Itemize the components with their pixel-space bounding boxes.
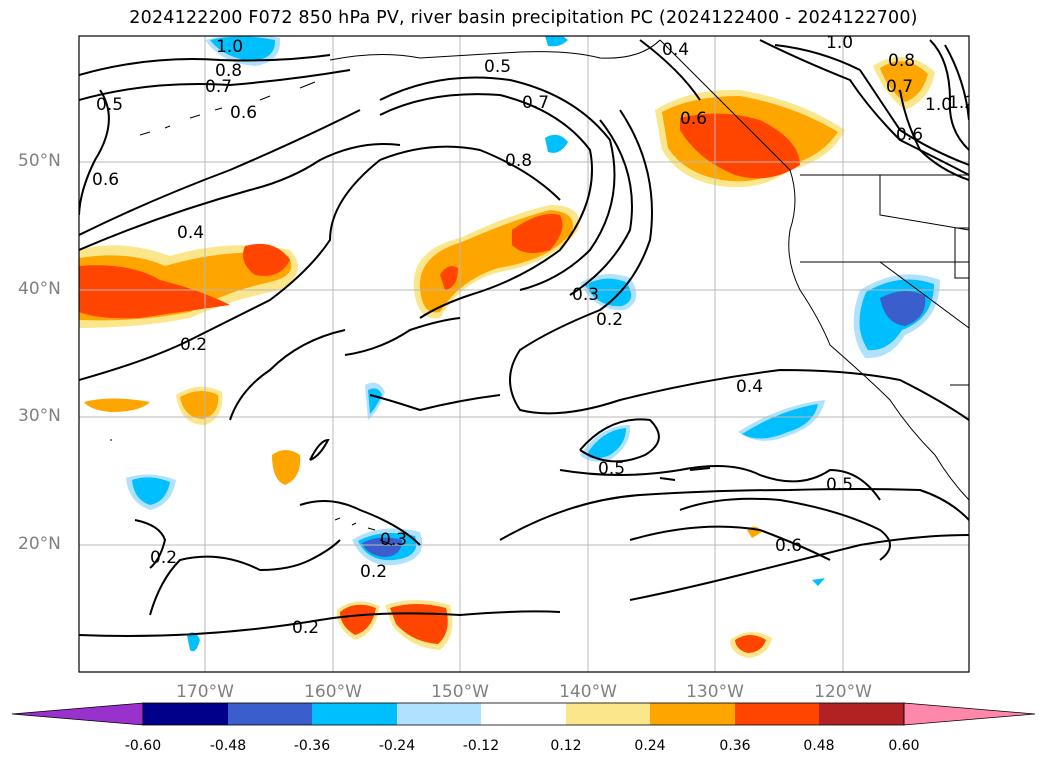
contour-label: 0.5 xyxy=(484,57,511,77)
colorbar-tick-label: -0.36 xyxy=(293,738,331,754)
colorbar-tick-label: -0.48 xyxy=(209,738,247,754)
contour-label: 1.0 xyxy=(216,37,243,57)
colorbar-min-extend xyxy=(11,702,144,726)
contour-label: 0.6 xyxy=(896,125,923,145)
gridlines xyxy=(79,36,969,672)
pv-contours xyxy=(79,39,969,637)
lat-label-20n: 20°N xyxy=(18,534,61,554)
contour-label: 0.3 xyxy=(380,530,407,550)
colorbar-bin xyxy=(735,703,819,725)
contour-label: 0.8 xyxy=(888,51,915,71)
colorbar-bin xyxy=(143,703,228,725)
colorbar-max-extend xyxy=(903,702,1036,726)
contour-label: 0.7 xyxy=(522,93,549,113)
contour-label: 0.5 xyxy=(826,475,853,495)
colorbar-bin xyxy=(566,703,650,725)
contour-label: 0.2 xyxy=(150,548,177,568)
colorbar-tick-label: 0.60 xyxy=(888,738,920,754)
map-title: 2024122200 F072 850 hPa PV, river basin … xyxy=(129,8,918,28)
contour-label: 0.2 xyxy=(180,335,207,355)
colorbar-bin xyxy=(650,703,735,725)
lon-label-130w: 130°W xyxy=(686,682,744,702)
contour-label: 0.8 xyxy=(215,61,242,81)
colorbar-tick-label: -0.12 xyxy=(462,738,500,754)
colorbar-tick-label: 0.24 xyxy=(634,738,666,754)
colorbar-tick-label: 0.12 xyxy=(550,738,582,754)
contour-labels: 1.0 0.8 0.7 0.6 0.5 0.6 0.4 0.5 0.7 0.8 … xyxy=(92,33,975,638)
colorbar-bin xyxy=(228,703,312,725)
lon-label-140w: 140°W xyxy=(559,682,617,702)
colorbar-bin xyxy=(481,703,566,725)
contour-label: 1.0 xyxy=(925,95,952,115)
map-frame xyxy=(78,35,970,673)
contour-label: 0.4 xyxy=(662,40,689,60)
colorbar-bin xyxy=(397,703,481,725)
contour-label: 0.8 xyxy=(505,151,532,171)
contour-label: 0.2 xyxy=(360,562,387,582)
contour-label: 0.6 xyxy=(775,536,802,556)
lon-label-120w: 120°W xyxy=(814,682,872,702)
lon-label-170w: 170°W xyxy=(176,682,234,702)
lon-label-150w: 150°W xyxy=(431,682,489,702)
contour-label: 0.5 xyxy=(598,459,625,479)
colorbar-tick-label: 0.36 xyxy=(719,738,751,754)
contour-label: 0.2 xyxy=(596,310,623,330)
contour-label: 0.4 xyxy=(736,377,763,397)
colorbar-tick-label: 0.48 xyxy=(803,738,835,754)
colorbar-tick-label: -0.60 xyxy=(124,738,162,754)
colorbar-bin xyxy=(819,703,904,725)
contour-label: 0.5 xyxy=(96,95,123,115)
lon-label-160w: 160°W xyxy=(304,682,362,702)
contour-label: 0.6 xyxy=(680,109,707,129)
contour-label: 0.7 xyxy=(886,77,913,97)
contour-label: 0.2 xyxy=(292,618,319,638)
colorbar xyxy=(11,702,1036,726)
lat-label-30n: 30°N xyxy=(18,406,61,426)
contour-label: 1.2 xyxy=(948,93,975,113)
colorbar-tick-label: -0.24 xyxy=(378,738,416,754)
contour-label: 0.7 xyxy=(205,77,232,97)
colorbar-bin xyxy=(312,703,397,725)
contour-label: 0.4 xyxy=(177,223,204,243)
colorbar-frame xyxy=(142,702,905,726)
contour-label: 1.0 xyxy=(826,33,853,53)
contour-label: 0.3 xyxy=(572,285,599,305)
contour-label: 0.6 xyxy=(230,103,257,123)
lat-label-50n: 50°N xyxy=(18,151,61,171)
lat-label-40n: 40°N xyxy=(18,279,61,299)
coastlines xyxy=(110,39,969,546)
contour-label: 0.6 xyxy=(92,170,119,190)
